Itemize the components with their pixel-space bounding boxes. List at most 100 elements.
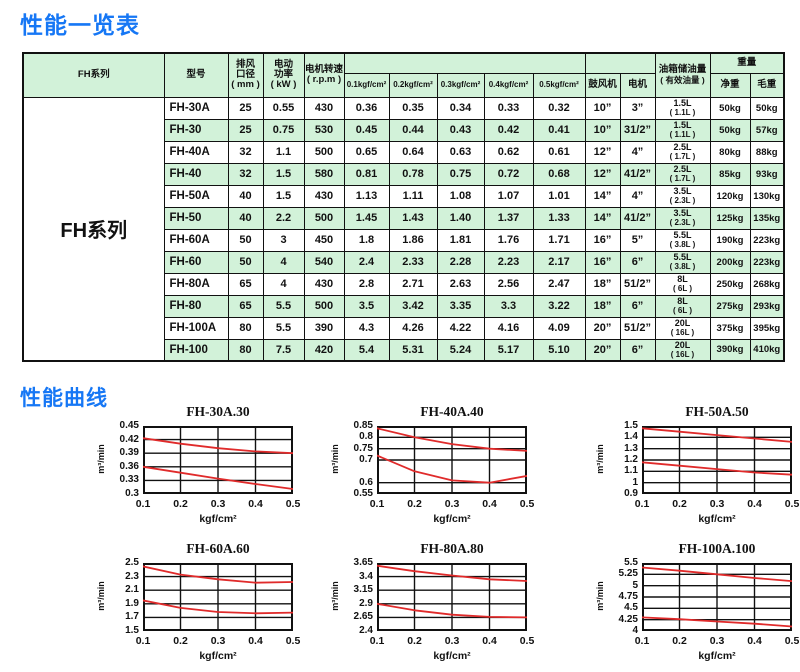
cell-pressure-3: 0.75 <box>436 162 485 186</box>
x-tick-label: 0.3 <box>709 498 725 510</box>
cell-pressure-5: 1.33 <box>532 206 586 230</box>
performance-chart-2: FH-40A.40 m³/min 0.85 0.8 0.75 0.7 0.6 0.55 0.1 0… <box>321 404 571 530</box>
chart-plot-area <box>377 426 527 494</box>
chart-plot-area <box>642 563 792 631</box>
cell-pressure-2: 0.78 <box>388 162 438 186</box>
cell-gross-weight: 268kg <box>749 272 785 296</box>
performance-chart-3: FH-50A.50 m³/min 1.5 1.4 1.3 1.2 1.1 1 0.9 0.1 0.2… <box>586 404 800 530</box>
table-row: FH-50 40 2.2 500 1.45 1.43 1.40 1.37 1.33 14” 41/2… <box>23 206 785 230</box>
cell-model: FH-100 <box>163 338 229 362</box>
cell-motor: 41/2” <box>619 206 656 230</box>
cell-pressure-4: 0.42 <box>483 118 534 142</box>
x-tick-label: 0.1 <box>369 498 385 510</box>
cell-speed: 450 <box>303 228 345 252</box>
x-tick-label: 0.2 <box>173 498 188 510</box>
cell-gross-weight: 223kg <box>749 250 785 274</box>
cell-oil: 2.5L( 1.7L ) <box>654 162 711 186</box>
chart-plot-area <box>642 426 792 494</box>
cell-outlet: 50 <box>227 250 264 274</box>
cell-pressure-3: 3.35 <box>436 294 485 318</box>
header-net-weight: 净重 <box>709 72 751 98</box>
header-pressure-4: 0.4kgf/cm² <box>483 72 534 98</box>
table-row: FH-40A 32 1.1 500 0.65 0.64 0.63 0.62 0.61 12” 4” 2… <box>23 140 785 164</box>
cell-blower: 20” <box>584 316 621 340</box>
cell-blower: 14” <box>584 184 621 208</box>
cell-power: 3 <box>262 228 305 252</box>
performance-table: FH系列 型号 排风 口径 ( mm ) 电动 功率 ( kW ) 电机转速 (… <box>22 52 785 362</box>
y-tick-label: 1.3 <box>624 442 638 454</box>
x-axis-label: kgf/cm² <box>433 513 471 525</box>
cell-gross-weight: 135kg <box>749 206 785 230</box>
y-tick-label: 2.1 <box>125 584 139 596</box>
x-tick-label: 0.4 <box>482 498 497 510</box>
chart-title: FH-50A.50 <box>685 404 749 419</box>
cell-pressure-1: 1.8 <box>343 228 390 252</box>
cell-oil: 8L( 6L ) <box>654 272 711 296</box>
y-tick-label: 2.9 <box>359 597 373 609</box>
y-tick-label: 2.5 <box>125 557 139 568</box>
cell-pressure-5: 3.22 <box>532 294 586 318</box>
cell-speed: 540 <box>303 250 345 274</box>
cell-motor: 6” <box>619 250 656 274</box>
cell-pressure-3: 4.22 <box>436 316 485 340</box>
table-row: FH-40 32 1.5 580 0.81 0.78 0.75 0.72 0.68 12” 41/2… <box>23 162 785 186</box>
chart-title: FH-100A.100 <box>678 541 756 556</box>
x-tick-label: 0.1 <box>369 635 385 647</box>
curve-FH-50 <box>642 427 792 443</box>
y-tick-label: 4.5 <box>624 602 638 614</box>
cell-outlet: 65 <box>227 294 264 318</box>
curve-FH-60A <box>143 599 293 615</box>
cell-pressure-2: 1.43 <box>388 206 438 230</box>
cell-pressure-3: 5.24 <box>436 338 485 362</box>
cell-blower: 10” <box>584 96 621 120</box>
cell-oil: 1.5L( 1.1L ) <box>654 118 711 142</box>
cell-motor: 3” <box>619 96 656 120</box>
cell-motor: 51/2” <box>619 272 656 296</box>
y-tick-label: 5 <box>632 579 638 591</box>
header-power-line2: 功率 <box>273 69 293 81</box>
cell-gross-weight: 93kg <box>749 162 785 186</box>
header-oil-line2: ( 有效油量 ) <box>660 75 705 86</box>
header-power-line1: 电动 <box>273 59 293 71</box>
cell-speed: 500 <box>303 140 345 164</box>
cell-motor: 4” <box>619 140 656 164</box>
x-tick-label: 0.5 <box>519 498 535 510</box>
header-blank-fan <box>584 52 656 74</box>
cell-pressure-1: 3.5 <box>343 294 390 318</box>
cell-pressure-1: 2.8 <box>343 272 390 296</box>
x-tick-label: 0.4 <box>248 498 263 510</box>
cell-model: FH-50 <box>163 206 229 230</box>
cell-pressure-3: 1.81 <box>436 228 485 252</box>
x-tick-label: 0.5 <box>784 498 800 510</box>
table-row: FH-80 65 5.5 500 3.5 3.42 3.35 3.3 3.22 18” 6” 8L( … <box>23 294 785 318</box>
cell-speed: 580 <box>303 162 345 186</box>
performance-chart-5: FH-80A.80 m³/min 3.65 3.4 3.15 2.9 2.65 2.4 0.1 0… <box>321 541 571 667</box>
x-tick-label: 0.3 <box>210 498 226 510</box>
cell-model: FH-40A <box>163 140 229 164</box>
x-axis-label: kgf/cm² <box>433 650 471 662</box>
table-row: FH-60A 50 3 450 1.8 1.86 1.81 1.76 1.71 16” 5” 5.5L… <box>23 228 785 252</box>
performance-chart-1: FH-30A.30 m³/min 0.45 0.42 0.39 0.36 0.33 0.3 0.… <box>87 404 337 530</box>
header-pressure-3: 0.3kgf/cm² <box>436 72 485 98</box>
cell-pressure-5: 0.68 <box>532 162 586 186</box>
y-tick-label: 5.25 <box>618 568 638 580</box>
cell-pressure-5: 4.09 <box>532 316 586 340</box>
curve-FH-30A <box>143 465 293 490</box>
cell-pressure-1: 0.81 <box>343 162 390 186</box>
cell-pressure-1: 1.45 <box>343 206 390 230</box>
series-label: FH系列 <box>22 96 165 362</box>
cell-model: FH-30 <box>163 118 229 142</box>
cell-model: FH-80 <box>163 294 229 318</box>
cell-gross-weight: 223kg <box>749 228 785 252</box>
y-tick-label: 0.3 <box>125 488 139 499</box>
y-tick-label: 1.4 <box>624 431 638 443</box>
cell-motor: 6” <box>619 338 656 362</box>
cell-speed: 390 <box>303 316 345 340</box>
y-tick-label: 2.65 <box>353 611 373 623</box>
cell-blower: 12” <box>584 140 621 164</box>
cell-outlet: 25 <box>227 96 264 120</box>
cell-pressure-5: 2.47 <box>532 272 586 296</box>
cell-blower: 18” <box>584 272 621 296</box>
cell-power: 1.5 <box>262 162 305 186</box>
cell-pressure-3: 1.08 <box>436 184 485 208</box>
